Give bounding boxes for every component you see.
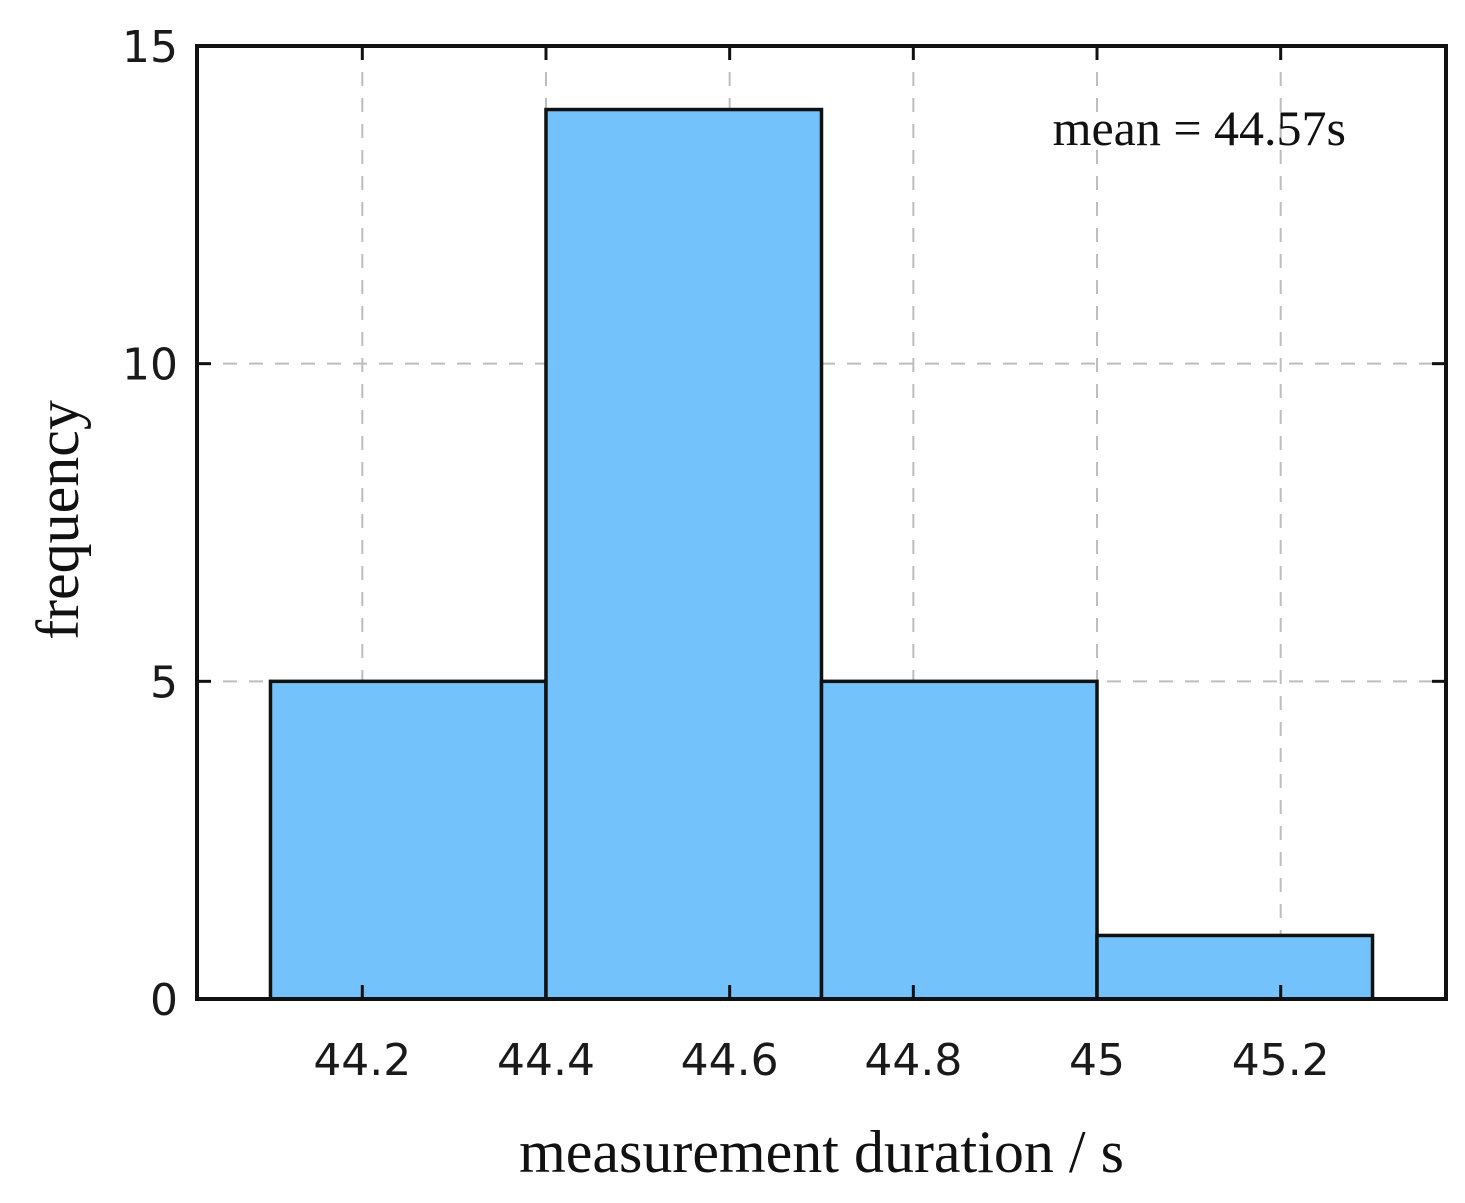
plot-frame [195, 44, 1448, 1001]
histogram-bar-3 [819, 679, 1099, 1001]
x-tick-label-45: 45 [1069, 1035, 1125, 1086]
histogram-bar-2 [544, 107, 824, 1001]
y-tick-label-15: 15 [122, 22, 178, 73]
x-tick-label-44.2: 44.2 [313, 1035, 411, 1086]
y-tick-label-10: 10 [122, 340, 178, 391]
histogram-bar-4 [1095, 933, 1375, 1001]
x-tick-label-45.2: 45.2 [1232, 1035, 1330, 1086]
y-tick-label-0: 0 [150, 975, 178, 1026]
y-tick-label-5: 5 [150, 657, 178, 708]
x-tick-label-44.8: 44.8 [864, 1035, 962, 1086]
x-axis-title: measurement duration / s [519, 1119, 1124, 1185]
ticks-layer: 44.2 44.4 44.6 44.8 45 45.2 0 5 10 15 [122, 22, 1446, 1086]
mean-annotation: mean = 44.57s [1053, 100, 1346, 156]
x-tick-label-44.4: 44.4 [497, 1035, 595, 1086]
bars-layer [268, 107, 1375, 1001]
x-tick-label-44.6: 44.6 [681, 1035, 779, 1086]
histogram-bar-1 [268, 679, 548, 1001]
y-axis-title: frequency [25, 400, 91, 640]
